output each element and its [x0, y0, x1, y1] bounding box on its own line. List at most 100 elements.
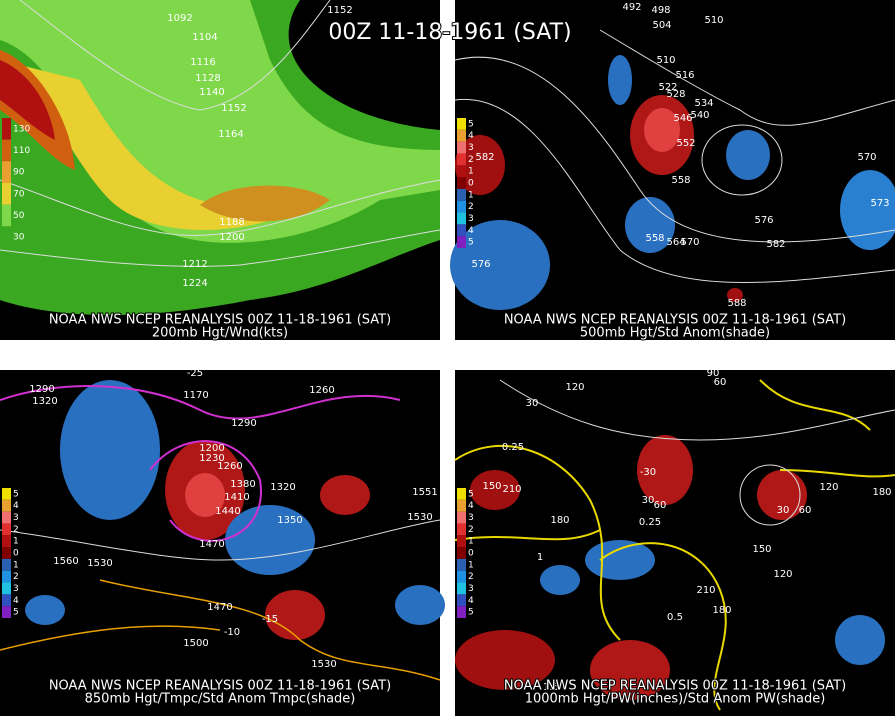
- contour-label: 576: [754, 215, 773, 226]
- contour-label: 1470: [199, 539, 224, 550]
- contour-label: 60: [799, 505, 812, 516]
- legend-label: 1: [13, 537, 19, 547]
- legend-swatch: [2, 523, 11, 536]
- legend-swatch: [457, 582, 466, 595]
- contour-label: 504: [652, 20, 671, 31]
- legend-label: 4: [468, 131, 474, 141]
- legend-label: 2: [468, 202, 474, 212]
- contour-label: 90: [707, 368, 720, 379]
- contour-label: 570: [680, 237, 699, 248]
- contour-label: 1260: [309, 385, 334, 396]
- contour-label: 1470: [207, 602, 232, 613]
- legend-swatch: [2, 183, 11, 205]
- contour-label: 1140: [199, 87, 224, 98]
- contour-label: 30: [526, 398, 539, 409]
- contour-label: 588: [727, 298, 746, 309]
- legend-label: 3: [468, 143, 474, 153]
- legend-swatch: [457, 488, 466, 500]
- legend-swatch: [457, 212, 466, 225]
- contour-label: 1092: [167, 13, 192, 24]
- contour-label: 516: [675, 70, 694, 81]
- contour-label: 0.5: [667, 612, 683, 623]
- legend-label: 70: [13, 189, 25, 199]
- contour-label: 0.25: [639, 517, 661, 528]
- contour-label: 510: [656, 55, 675, 66]
- contour-label: 1260: [217, 461, 242, 472]
- contour-label: 30: [777, 505, 790, 516]
- contour-label: 150: [482, 481, 501, 492]
- contour-label: 558: [645, 233, 664, 244]
- legend-swatch: [457, 499, 466, 512]
- contour-label: 180: [872, 487, 891, 498]
- legend-swatch: [2, 204, 11, 227]
- contour-label: 1230: [199, 453, 224, 464]
- contour-label: 552: [676, 138, 695, 149]
- legend-swatch: [457, 594, 466, 607]
- legend-swatch: [457, 606, 466, 618]
- contour-label: 1410: [224, 492, 249, 503]
- contour-label: 210: [696, 585, 715, 596]
- legend-swatch: [2, 547, 11, 559]
- contour-label: 1320: [32, 396, 57, 407]
- contour-label: 564: [666, 237, 685, 248]
- contour-label: 540: [690, 110, 709, 121]
- contour-label: 1200: [199, 443, 224, 454]
- legend-label: 4: [468, 596, 474, 606]
- contour-label: 1290: [29, 384, 54, 395]
- legend-label: 3: [468, 584, 474, 594]
- legend-swatch: [457, 523, 466, 536]
- contour-label: 522: [658, 82, 677, 93]
- legend-label: 50: [13, 211, 25, 221]
- contour-label: 576: [471, 259, 490, 270]
- legend-label: 5: [13, 608, 19, 618]
- legend-label: 0: [468, 549, 474, 559]
- contour-label: 534: [694, 98, 713, 109]
- contour-label: 1224: [182, 278, 207, 289]
- legend-label: 2: [468, 572, 474, 582]
- contour-label: 558: [671, 175, 690, 186]
- panel-header: NOAA NWS NCEP REANALYSIS 00Z 11-18-1961 …: [504, 313, 846, 328]
- legend-swatch: [2, 226, 11, 248]
- legend-swatch: [457, 141, 466, 154]
- legend-label: 1: [468, 537, 474, 547]
- legend-label: 1: [13, 560, 19, 570]
- contour-label: 1128: [195, 73, 220, 84]
- legend-swatch: [457, 165, 466, 178]
- legend-swatch: [457, 177, 466, 189]
- legend-swatch: [457, 236, 466, 248]
- contour-label: -15: [262, 614, 278, 625]
- legend-swatch: [2, 570, 11, 583]
- legend-swatch: [2, 606, 11, 618]
- contour-label: 0.25: [502, 442, 524, 453]
- legend-label: 4: [468, 501, 474, 511]
- legend-swatch: [2, 118, 11, 140]
- contour-label: 1290: [231, 418, 256, 429]
- contour-label: -30: [640, 467, 656, 478]
- legend-label: 5: [468, 608, 474, 618]
- legend-swatch: [2, 582, 11, 595]
- legend-label: 5: [468, 238, 474, 248]
- contour-label: 546: [673, 113, 692, 124]
- legend-swatch: [2, 499, 11, 512]
- contour-label: 120: [773, 569, 792, 580]
- contour-label: 573: [870, 198, 889, 209]
- contour-label: 1350: [277, 515, 302, 526]
- contour-label: -10: [224, 627, 240, 638]
- contour-label: 120: [565, 382, 584, 393]
- legend-swatch: [2, 594, 11, 607]
- legend-swatch: [457, 535, 466, 548]
- legend-label: 3: [13, 513, 19, 523]
- panel-subtitle: 1000mb Hgt/PW(inches)/Std Anom PW(shade): [525, 692, 826, 707]
- legend-label: 3: [468, 513, 474, 523]
- legend-swatch: [2, 558, 11, 571]
- legend-swatch: [457, 511, 466, 524]
- legend-swatch: [2, 511, 11, 524]
- contour-label: 1530: [407, 512, 432, 523]
- legend-swatch: [2, 161, 11, 183]
- legend-swatch: [457, 547, 466, 559]
- contour-label: 1116: [190, 57, 215, 68]
- contour-label: 1.5: [543, 682, 559, 693]
- panel-subtitle: 500mb Hgt/Std Anom(shade): [580, 326, 770, 341]
- legend-label: 2: [13, 572, 19, 582]
- anomaly-shading: [454, 379, 895, 711]
